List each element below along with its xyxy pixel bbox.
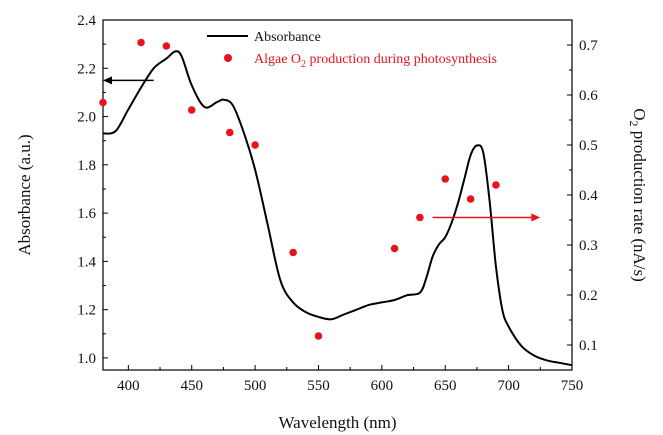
legend-o2-text-a: Algae O [254,52,301,67]
left-tick-label: 1.8 [77,158,96,174]
o2-point [225,128,234,137]
left-tick-label: 1.4 [77,254,96,270]
x-tick-label: 600 [371,378,394,394]
x-tick-label: 650 [434,378,457,394]
left-tick-label: 2.2 [77,61,96,77]
x-tick-label: 500 [244,378,267,394]
right-axis-title: O2 production rate (nA/s) [627,108,649,282]
left-tick-label: 2.4 [77,13,96,29]
right-tick-label: 0.2 [579,288,598,304]
right-axis-title-subscript: 2 [627,120,641,126]
legend-o2-swatch [224,54,232,62]
o2-point [99,98,107,107]
x-tick-label: 550 [307,378,330,394]
right-axis-title-b: production rate (nA/s) [630,126,649,281]
legend-o2-label: Algae O2 production during photosynthesi… [254,52,497,70]
x-tick-label: 400 [117,378,140,394]
legend-absorbance-label: Absorbance [254,30,321,45]
right-axis-title-a: O [630,108,649,120]
o2-point [187,106,196,114]
right-tick-label: 0.4 [579,188,598,204]
right-tick-label: 0.1 [579,338,598,354]
right-tick-label: 0.6 [579,88,598,104]
o2-point [441,175,450,183]
x-tick-label: 700 [497,378,520,394]
legend-o2-subscript: 2 [301,59,306,70]
o2-point [251,141,259,149]
arrow-right-head [531,213,541,222]
left-tick-label: 1.0 [77,351,96,367]
legend-o2-text-b: production during photosynthesis [306,52,497,67]
o2-point [289,248,297,257]
right-tick-label: 0.5 [579,138,598,154]
x-tick-label: 450 [180,378,203,394]
o2-point [466,195,475,203]
left-tick-label: 1.2 [77,303,96,319]
x-tick-label: 750 [561,378,584,394]
x-axis-title: Wavelength (nm) [278,413,396,432]
left-tick-label: 2.0 [77,110,96,126]
o2-point [162,42,171,50]
left-tick-label: 1.6 [77,206,96,222]
left-axis-title: Absorbance (a.u.) [15,134,34,255]
o2-point [492,181,500,189]
o2-point [137,38,145,47]
absorbance-line [102,50,573,367]
o2-point [416,213,424,222]
o2-point [314,332,323,340]
arrow-left-head [103,76,112,85]
right-tick-label: 0.7 [579,38,598,54]
right-tick-label: 0.3 [579,238,598,254]
o2-point [390,244,399,253]
